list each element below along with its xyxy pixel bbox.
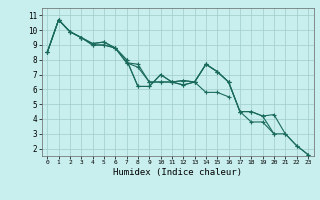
X-axis label: Humidex (Indice chaleur): Humidex (Indice chaleur) bbox=[113, 168, 242, 177]
